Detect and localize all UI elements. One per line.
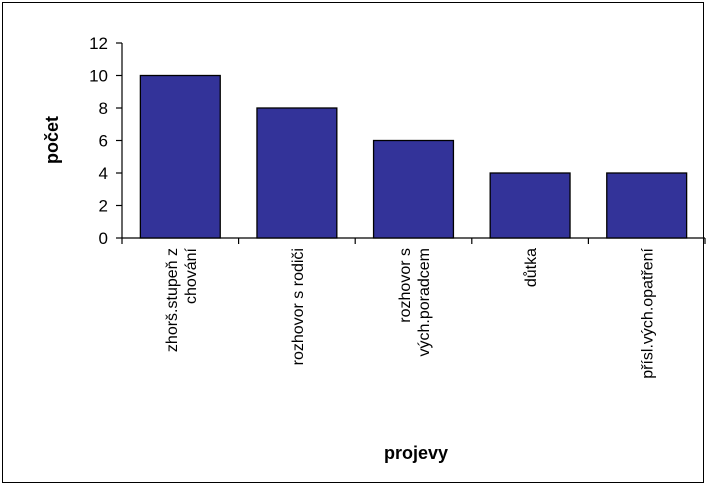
x-axis-title: projevy: [384, 443, 448, 463]
bar: [372, 139, 455, 239]
x-category-label: rozhovor s rodiči: [290, 248, 307, 365]
x-category-label: důtka: [522, 248, 540, 287]
y-tick-label: 6: [99, 132, 108, 151]
category-labels: zhorš.stupeň z chování rozhovor s rodiči ro…: [164, 247, 657, 378]
bar: [256, 107, 338, 239]
x-category-label: zhorš.stupeň z: [164, 248, 181, 352]
y-tick-label: 12: [89, 34, 108, 53]
chart-frame: [2, 2, 704, 483]
x-axis: [121, 237, 706, 244]
bar: [489, 172, 571, 239]
x-category-label: chování: [183, 247, 200, 304]
y-tick-label: 0: [99, 229, 108, 248]
y-tick-label: 2: [99, 197, 108, 216]
bar: [606, 172, 688, 239]
y-axis: 0 2 4 6 8 10 12: [89, 34, 123, 248]
x-category-label: vých.poradcem: [416, 248, 433, 357]
y-tick-label: 4: [99, 164, 108, 183]
x-category-label: přísl.vých.opatření: [640, 247, 657, 378]
y-tick-label: 10: [89, 67, 108, 86]
bars: [139, 74, 688, 239]
bar: [139, 74, 221, 239]
x-category-label: rozhovor s: [397, 248, 414, 323]
y-tick-label: 8: [99, 99, 108, 118]
y-axis-title: počet: [42, 116, 62, 164]
